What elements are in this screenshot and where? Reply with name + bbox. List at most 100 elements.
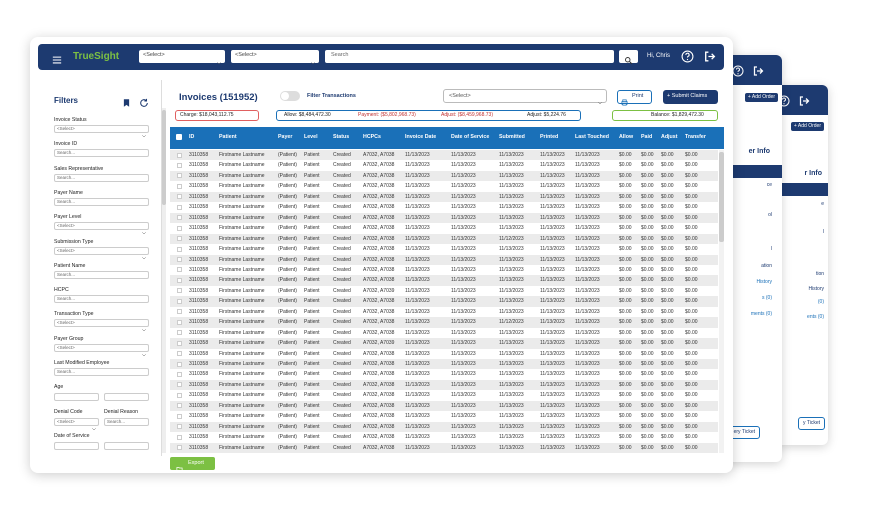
table-row[interactable] xyxy=(170,359,718,370)
filter-input[interactable] xyxy=(54,125,149,133)
table-row[interactable] xyxy=(170,442,718,454)
column-header[interactable]: Allow xyxy=(619,134,634,140)
column-header[interactable]: Patient xyxy=(219,134,237,140)
table-row[interactable] xyxy=(170,296,718,307)
row-checkbox[interactable] xyxy=(177,392,182,398)
column-header[interactable]: Paid xyxy=(641,134,653,140)
row-checkbox[interactable] xyxy=(177,288,182,294)
column-header[interactable]: HCPCs xyxy=(363,134,381,140)
filter-input[interactable] xyxy=(54,270,149,279)
row-checkbox[interactable] xyxy=(177,183,182,189)
row-checkbox[interactable] xyxy=(177,152,182,158)
row-checkbox[interactable] xyxy=(177,351,182,357)
table-row[interactable] xyxy=(170,233,718,245)
help-icon[interactable] xyxy=(732,64,744,77)
row-checkbox[interactable] xyxy=(177,309,182,315)
row-checkbox[interactable] xyxy=(177,246,182,252)
row-checkbox[interactable] xyxy=(177,361,182,367)
info-item[interactable]: l xyxy=(822,229,824,235)
table-row[interactable] xyxy=(170,400,718,412)
filter-input[interactable] xyxy=(104,417,149,426)
table-row[interactable] xyxy=(170,317,718,328)
table-row[interactable] xyxy=(170,411,718,422)
column-header[interactable]: Submitted xyxy=(499,134,525,140)
ticket-button[interactable]: ery Ticket xyxy=(728,426,760,439)
info-item[interactable]: ol xyxy=(768,212,772,218)
table-row[interactable] xyxy=(170,244,718,255)
filter-input[interactable] xyxy=(54,222,149,231)
table-row[interactable] xyxy=(170,369,718,380)
bookmark-icon[interactable] xyxy=(122,95,131,107)
row-checkbox[interactable] xyxy=(177,371,182,377)
row-checkbox[interactable] xyxy=(177,236,182,242)
row-checkbox[interactable] xyxy=(177,173,182,179)
table-row[interactable] xyxy=(170,432,718,443)
info-item[interactable]: e xyxy=(821,201,824,207)
column-header[interactable]: Printed xyxy=(540,134,559,140)
search-button[interactable] xyxy=(619,50,638,65)
filter-input[interactable] xyxy=(54,319,149,328)
row-checkbox[interactable] xyxy=(177,403,182,409)
row-checkbox[interactable] xyxy=(177,319,182,325)
table-row[interactable] xyxy=(170,327,718,339)
table-row[interactable] xyxy=(170,150,718,161)
table-row[interactable] xyxy=(170,421,718,433)
table-row[interactable] xyxy=(170,160,718,171)
filter-input[interactable] xyxy=(54,417,99,426)
logout-icon[interactable] xyxy=(752,64,764,76)
toggle[interactable] xyxy=(280,91,300,101)
header-checkbox[interactable] xyxy=(176,134,182,140)
row-checkbox[interactable] xyxy=(177,340,182,346)
filter-input[interactable] xyxy=(54,393,99,402)
column-header[interactable]: Adjust xyxy=(661,134,678,140)
refresh-icon[interactable] xyxy=(139,95,149,107)
info-item[interactable]: ce xyxy=(766,182,772,188)
menu-icon[interactable] xyxy=(51,52,63,64)
status-select[interactable] xyxy=(443,89,607,103)
table-row[interactable] xyxy=(170,379,718,391)
info-item[interactable]: ents (0) xyxy=(807,314,824,320)
filter-input[interactable] xyxy=(54,197,149,206)
column-header[interactable]: Status xyxy=(333,134,350,140)
table-row[interactable] xyxy=(170,264,718,276)
column-header[interactable]: Date of Service xyxy=(451,134,490,140)
filter-input[interactable] xyxy=(54,246,149,255)
table-row[interactable] xyxy=(170,181,718,192)
add-order-button[interactable]: + Add Order xyxy=(744,93,778,102)
table-row[interactable] xyxy=(170,306,718,318)
filter-input[interactable] xyxy=(54,368,149,376)
row-checkbox[interactable] xyxy=(177,330,182,336)
search-input[interactable] xyxy=(325,50,614,63)
column-header[interactable]: Last Touched xyxy=(575,134,610,140)
info-item[interactable]: l xyxy=(770,246,772,252)
row-checkbox[interactable] xyxy=(177,413,182,419)
row-checkbox[interactable] xyxy=(177,225,182,231)
table-row[interactable] xyxy=(170,390,718,401)
row-checkbox[interactable] xyxy=(177,298,182,304)
table-row[interactable] xyxy=(170,212,718,224)
select-2[interactable] xyxy=(231,50,319,63)
add-order-button[interactable]: + Add Order xyxy=(790,122,824,131)
submit-button[interactable] xyxy=(663,90,718,104)
row-checkbox[interactable] xyxy=(177,267,182,273)
filter-input[interactable] xyxy=(54,441,99,450)
row-checkbox[interactable] xyxy=(177,277,182,283)
info-item[interactable]: s (0) xyxy=(762,295,772,301)
ticket-button[interactable]: y Ticket xyxy=(798,417,825,430)
info-item[interactable]: (0) xyxy=(817,299,824,305)
info-item[interactable]: tion xyxy=(815,271,824,277)
filter-input[interactable] xyxy=(104,393,149,402)
logout-icon[interactable] xyxy=(798,94,810,106)
filter-input[interactable] xyxy=(54,149,149,158)
column-header[interactable]: Transfer xyxy=(685,134,706,140)
row-checkbox[interactable] xyxy=(177,215,182,221)
column-header[interactable]: Invoice Date xyxy=(405,134,437,140)
table-row[interactable] xyxy=(170,348,718,359)
filter-input[interactable] xyxy=(54,295,149,304)
table-row[interactable] xyxy=(170,285,718,297)
help-icon[interactable] xyxy=(681,50,694,63)
row-checkbox[interactable] xyxy=(177,204,182,210)
info-item[interactable]: ments (0) xyxy=(750,311,772,317)
table-row[interactable] xyxy=(170,275,718,286)
info-item[interactable]: ation xyxy=(761,263,772,269)
